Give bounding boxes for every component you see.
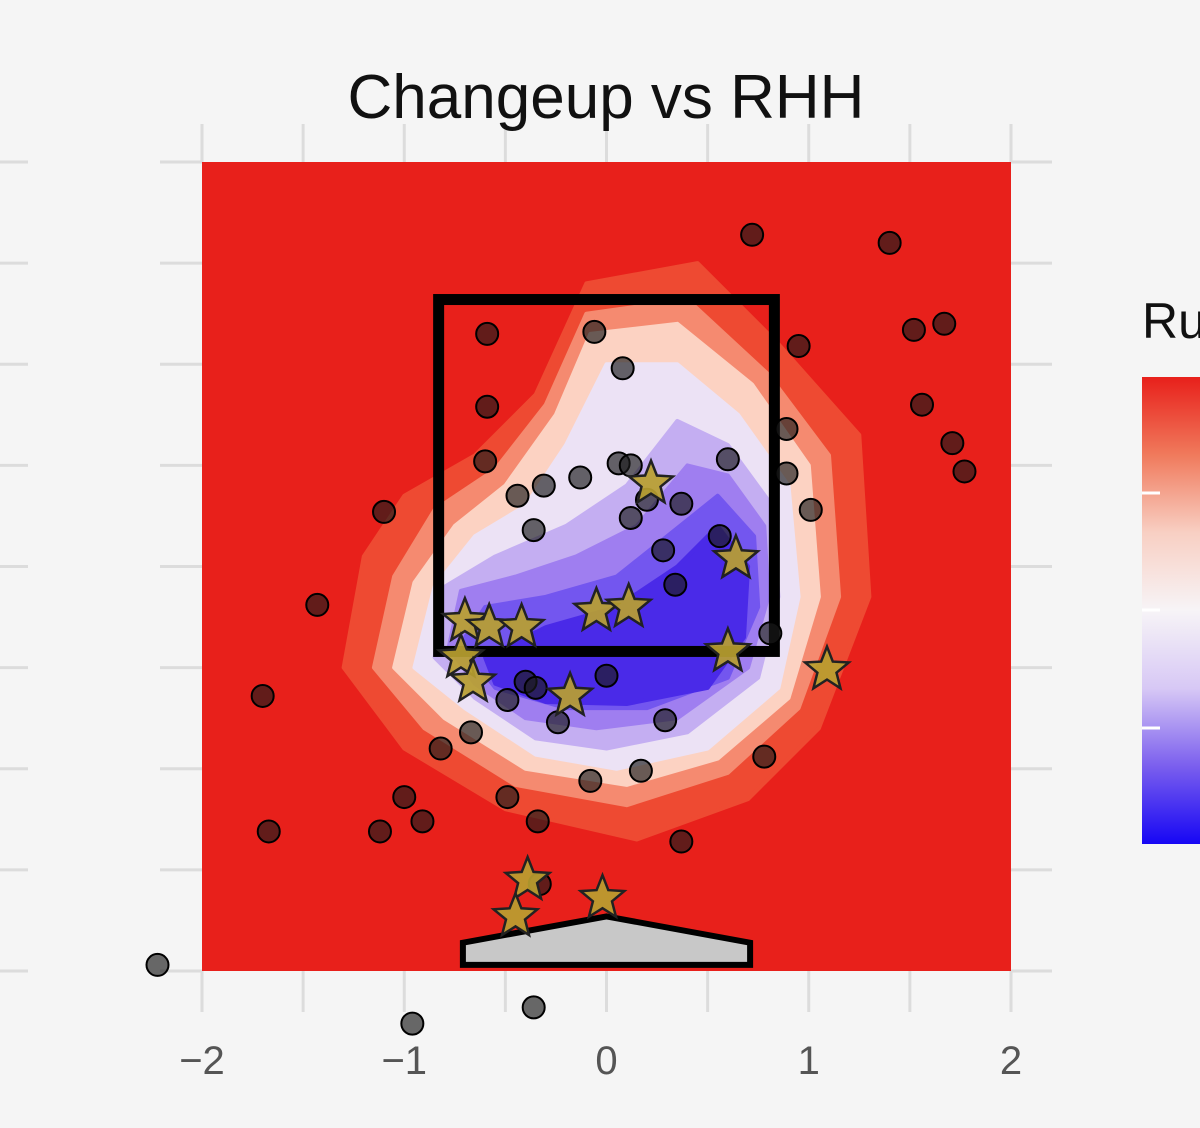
x-tick-label: 0 — [595, 1039, 617, 1083]
pitch-point — [400, 1011, 425, 1036]
pitch-point — [798, 497, 823, 522]
pitch-point — [910, 392, 935, 417]
pitch-point — [372, 499, 397, 524]
pitch-point — [952, 459, 977, 484]
chart-title: Changeup vs RHH — [348, 63, 865, 132]
pitch-point — [145, 952, 170, 977]
pitch-point — [877, 230, 902, 255]
pitch-point — [618, 453, 643, 478]
pitch-point — [523, 675, 548, 700]
pitch-point — [774, 461, 799, 486]
pitch-point — [458, 720, 483, 745]
pitch-point — [410, 809, 435, 834]
pitch-point — [578, 768, 603, 793]
pitch-point — [786, 334, 811, 359]
pitch-point — [752, 744, 777, 769]
pitch-point — [651, 538, 676, 563]
x-tick-label: 1 — [798, 1039, 820, 1083]
star-marker — [447, 655, 499, 704]
pitch-point — [250, 683, 275, 708]
pitch-point — [594, 663, 619, 688]
contour-layer — [341, 261, 872, 842]
x-tick-label: −2 — [179, 1039, 225, 1083]
pitch-point — [715, 447, 740, 472]
pitch-point — [521, 995, 546, 1020]
star-marker — [502, 853, 553, 902]
star-marker — [801, 643, 853, 692]
star-marker — [710, 531, 762, 580]
pitch-point — [707, 524, 732, 549]
pitch-point — [901, 317, 926, 342]
pitch-point — [495, 785, 520, 810]
star-marker — [577, 871, 628, 920]
pitch-point — [940, 431, 965, 456]
star-marker — [496, 600, 547, 649]
pitch-point — [669, 829, 694, 854]
pitch-point — [618, 505, 643, 530]
pitch-point — [392, 785, 417, 810]
star-marker — [603, 580, 654, 629]
pitch-point — [628, 758, 653, 783]
star-marker — [439, 594, 491, 643]
pitch-point — [475, 321, 500, 346]
pitch-point — [367, 819, 392, 844]
pitch-point — [505, 483, 530, 508]
pitch-point — [495, 687, 520, 712]
star-marker — [544, 669, 596, 718]
pitch-point — [428, 736, 453, 761]
x-tick-label: −1 — [381, 1039, 427, 1083]
points-layer — [145, 222, 977, 1036]
pitch-point — [758, 621, 783, 646]
pitch-point — [774, 416, 799, 441]
outer-grid — [0, 124, 1052, 1012]
pitch-point — [521, 518, 546, 543]
pitch-point — [610, 356, 635, 381]
x-axis: −2 −1 0 1 2 — [179, 1039, 1022, 1083]
star-marker — [625, 457, 677, 505]
pitch-point — [525, 809, 550, 834]
legend — [1142, 377, 1200, 844]
zone-layer — [433, 294, 780, 657]
pitch-point — [582, 319, 607, 344]
pitch-point — [932, 311, 957, 336]
star-marker — [435, 631, 487, 679]
pitch-point — [740, 222, 765, 247]
home-plate — [459, 913, 754, 968]
pitch-point — [531, 473, 556, 498]
star-marker — [490, 890, 541, 938]
strike-zone — [433, 294, 780, 657]
star-marker — [702, 624, 753, 673]
pitch-point — [568, 465, 593, 490]
pitch-point — [475, 394, 500, 419]
plate-layer — [459, 913, 754, 968]
pitch-point — [256, 819, 281, 844]
pitch-point — [473, 449, 498, 474]
x-tick-label: 2 — [1000, 1039, 1022, 1083]
pitch-point — [305, 592, 330, 617]
pitch-point — [669, 491, 694, 516]
legend-title: Ru — [1142, 293, 1200, 349]
pitch-point — [663, 572, 688, 597]
pitch-point — [653, 708, 678, 733]
